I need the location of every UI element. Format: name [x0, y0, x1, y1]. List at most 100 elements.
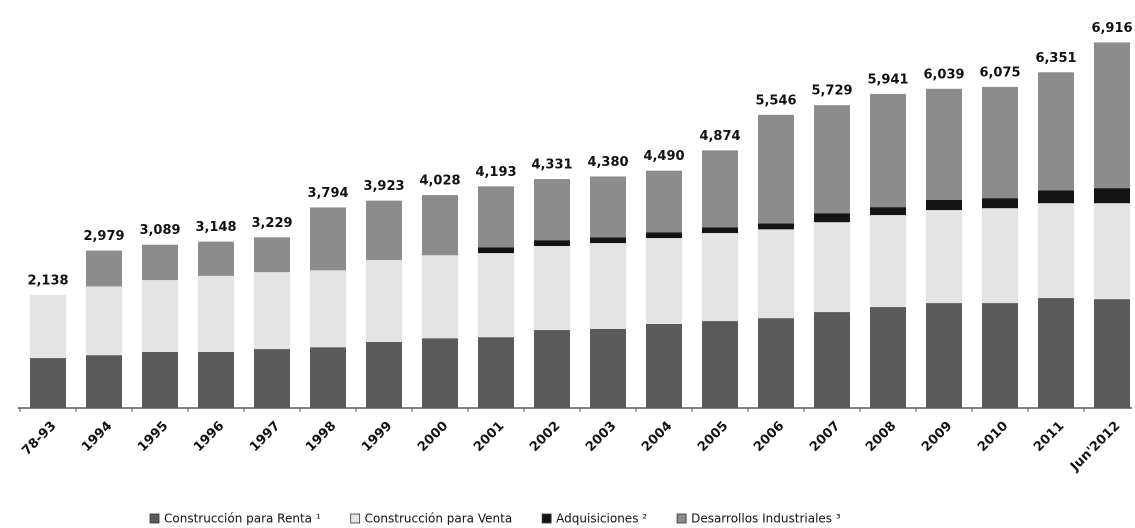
bar-segment [870, 207, 906, 216]
total-label: 6,039 [923, 67, 964, 82]
bar-segment [702, 233, 738, 322]
x-tick-label: 1994 [79, 419, 115, 455]
total-label: 4,874 [699, 129, 740, 144]
bar-segment [646, 323, 682, 408]
bar-segment [254, 237, 290, 273]
x-tick-label: 2010 [975, 419, 1011, 455]
bar-segment [590, 176, 626, 238]
x-tick-label: 2011 [1031, 419, 1067, 455]
bar-segment [198, 351, 234, 408]
bar-segment [702, 321, 738, 408]
legend-swatch [676, 513, 687, 524]
bar-segment [982, 208, 1018, 304]
bar-segment [870, 307, 906, 408]
total-label: 3,229 [251, 216, 292, 231]
bar-segment [422, 255, 458, 339]
x-tick-label: 2002 [527, 419, 563, 455]
bar-segment [646, 238, 682, 324]
bar-segment [1038, 190, 1074, 204]
x-tick-label: 2008 [863, 419, 899, 455]
bar-segment [982, 198, 1018, 209]
legend-label: Desarrollos Industriales ³ [691, 512, 841, 526]
x-tick-label: 1995 [135, 419, 171, 455]
bar-segment [590, 328, 626, 408]
legend-label: Construcción para Renta ¹ [164, 512, 321, 526]
bar-segment [926, 210, 962, 304]
bar-segment [366, 200, 402, 260]
total-label: 3,089 [139, 223, 180, 238]
total-label: 5,941 [867, 72, 908, 87]
bar-segment [534, 179, 570, 241]
bar-segment [590, 243, 626, 329]
x-tick-label: 78-93 [19, 419, 59, 459]
bar-segment [758, 114, 794, 224]
total-label: 4,380 [587, 155, 628, 170]
bar-segment [870, 93, 906, 208]
x-tick-label: 2006 [751, 419, 787, 455]
legend-swatch [541, 513, 552, 524]
bar-segment [254, 272, 290, 350]
total-label: 2,138 [27, 273, 68, 288]
bar-segment [982, 86, 1018, 199]
total-label: 3,148 [195, 220, 236, 235]
bar-segment [758, 318, 794, 408]
bar-segment [758, 229, 794, 319]
x-tick-label: 2007 [807, 419, 843, 455]
total-label: 3,794 [307, 186, 348, 201]
bar-segment [926, 200, 962, 211]
bar-segment [86, 250, 122, 287]
bar-segment [422, 195, 458, 256]
bar-segment [366, 341, 402, 408]
bar-segment [702, 227, 738, 234]
bar-segment [1038, 298, 1074, 408]
bar-segment [534, 245, 570, 331]
bar-segment [1038, 203, 1074, 299]
bar-segment [30, 358, 66, 408]
bar-segment [982, 303, 1018, 408]
bar-segment [86, 355, 122, 408]
bar-segment [198, 275, 234, 352]
bar-segment [758, 223, 794, 230]
bar-segment [142, 280, 178, 352]
total-label: 2,979 [83, 229, 124, 244]
x-tick-label: 2003 [583, 419, 619, 455]
bar-segment [1094, 299, 1130, 408]
bar-segment [814, 222, 850, 313]
bar-segment [254, 349, 290, 408]
x-tick-label: 2004 [639, 419, 675, 455]
legend-swatch [350, 513, 361, 524]
bar-segment [1094, 188, 1130, 204]
bar-segment [310, 270, 346, 348]
x-tick-label: 2000 [415, 419, 451, 455]
x-tick-label: 2005 [695, 419, 731, 455]
bar-segment [1094, 203, 1130, 300]
bar-segment [870, 215, 906, 308]
bar-segment [86, 286, 122, 356]
bar-segment [310, 207, 346, 271]
bar-segment [478, 337, 514, 408]
x-tick-label: 1997 [247, 419, 283, 455]
bar-segment [366, 260, 402, 342]
bar-segment [646, 170, 682, 233]
total-label: 3,923 [363, 179, 404, 194]
x-tick-label: 1998 [303, 419, 339, 455]
bar-segment [1038, 72, 1074, 191]
x-tick-label: 2001 [471, 419, 507, 455]
total-label: 4,028 [419, 174, 460, 189]
bar-segment [478, 253, 514, 338]
bar-segment [478, 186, 514, 248]
bar-segment [590, 237, 626, 244]
bar-segment [422, 338, 458, 408]
total-label: 5,729 [811, 84, 852, 99]
bar-segment [646, 232, 682, 239]
legend-label: Adquisiciones ² [556, 512, 647, 526]
legend-label: Construcción para Venta [365, 512, 513, 526]
bar-segment [30, 294, 66, 359]
bar-segment [814, 105, 850, 214]
bar-segment [814, 312, 850, 408]
total-label: 4,331 [531, 158, 572, 173]
bar-segment [534, 240, 570, 246]
x-tick-label: Jun'2012 [1067, 419, 1123, 475]
total-label: 6,916 [1091, 21, 1132, 36]
total-label: 5,546 [755, 93, 796, 108]
